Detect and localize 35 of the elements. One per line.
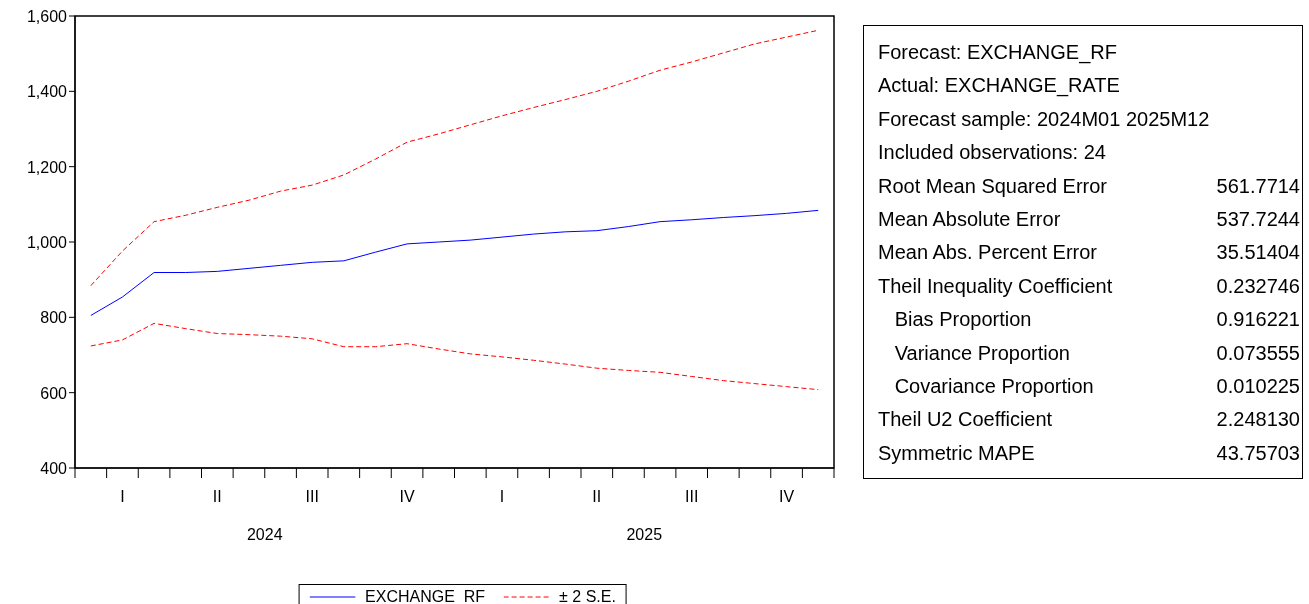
text: Theil Inequality Coefficient 0.232746 <box>878 274 1300 297</box>
y-tick-label: 1,400 <box>26 83 68 101</box>
y-tick-label: 800 <box>40 309 68 327</box>
x-tick-label: I <box>120 488 125 505</box>
x-tick-label: IV <box>399 488 415 505</box>
text: Forecast sample: 2024M01 2025M12 <box>878 106 1210 132</box>
x-tick-label: III <box>685 488 699 505</box>
text: Mean Absolute Error 537.7244 <box>878 208 1300 231</box>
y-tick-label: 1,200 <box>26 158 68 176</box>
y-tick-label: 400 <box>40 460 68 477</box>
text: Covariance Proportion 0.010225 <box>894 375 1300 398</box>
x-tick-label: I <box>499 488 505 505</box>
text: Included observations: 24 <box>878 140 1106 166</box>
x-tick-label: III <box>305 488 319 505</box>
text: Forecast: EXCHANGE_RF <box>878 40 1117 66</box>
x-tick-label: II <box>212 488 222 505</box>
y-tick-label: 1,600 <box>26 8 68 25</box>
line-series <box>90 29 819 287</box>
text: 2024 <box>246 526 283 544</box>
line-series <box>90 322 819 391</box>
text: Symmetric MAPE 43.75703 <box>878 441 1300 464</box>
y-tick-label: 1,000 <box>26 234 68 251</box>
text: Bias Proportion 0.916221 <box>894 308 1300 331</box>
x-tick-label: IV <box>779 488 795 505</box>
text: 2025 <box>626 526 663 544</box>
legend-label: ± 2 S.E. <box>559 588 616 604</box>
text: Actual: EXCHANGE_RATE <box>878 73 1120 99</box>
text: Mean Abs. Percent Error 35.51404 <box>878 241 1300 264</box>
text: Theil U2 Coefficient 2.248130 <box>878 408 1300 431</box>
line-series <box>90 209 819 316</box>
text: Root Mean Squared Error 561.7714 <box>878 174 1300 197</box>
legend-label: EXCHANGE_RF <box>365 588 486 604</box>
y-tick-label: 600 <box>40 384 68 402</box>
x-tick-label: II <box>592 488 602 505</box>
text: Variance Proportion 0.073555 <box>894 341 1300 364</box>
